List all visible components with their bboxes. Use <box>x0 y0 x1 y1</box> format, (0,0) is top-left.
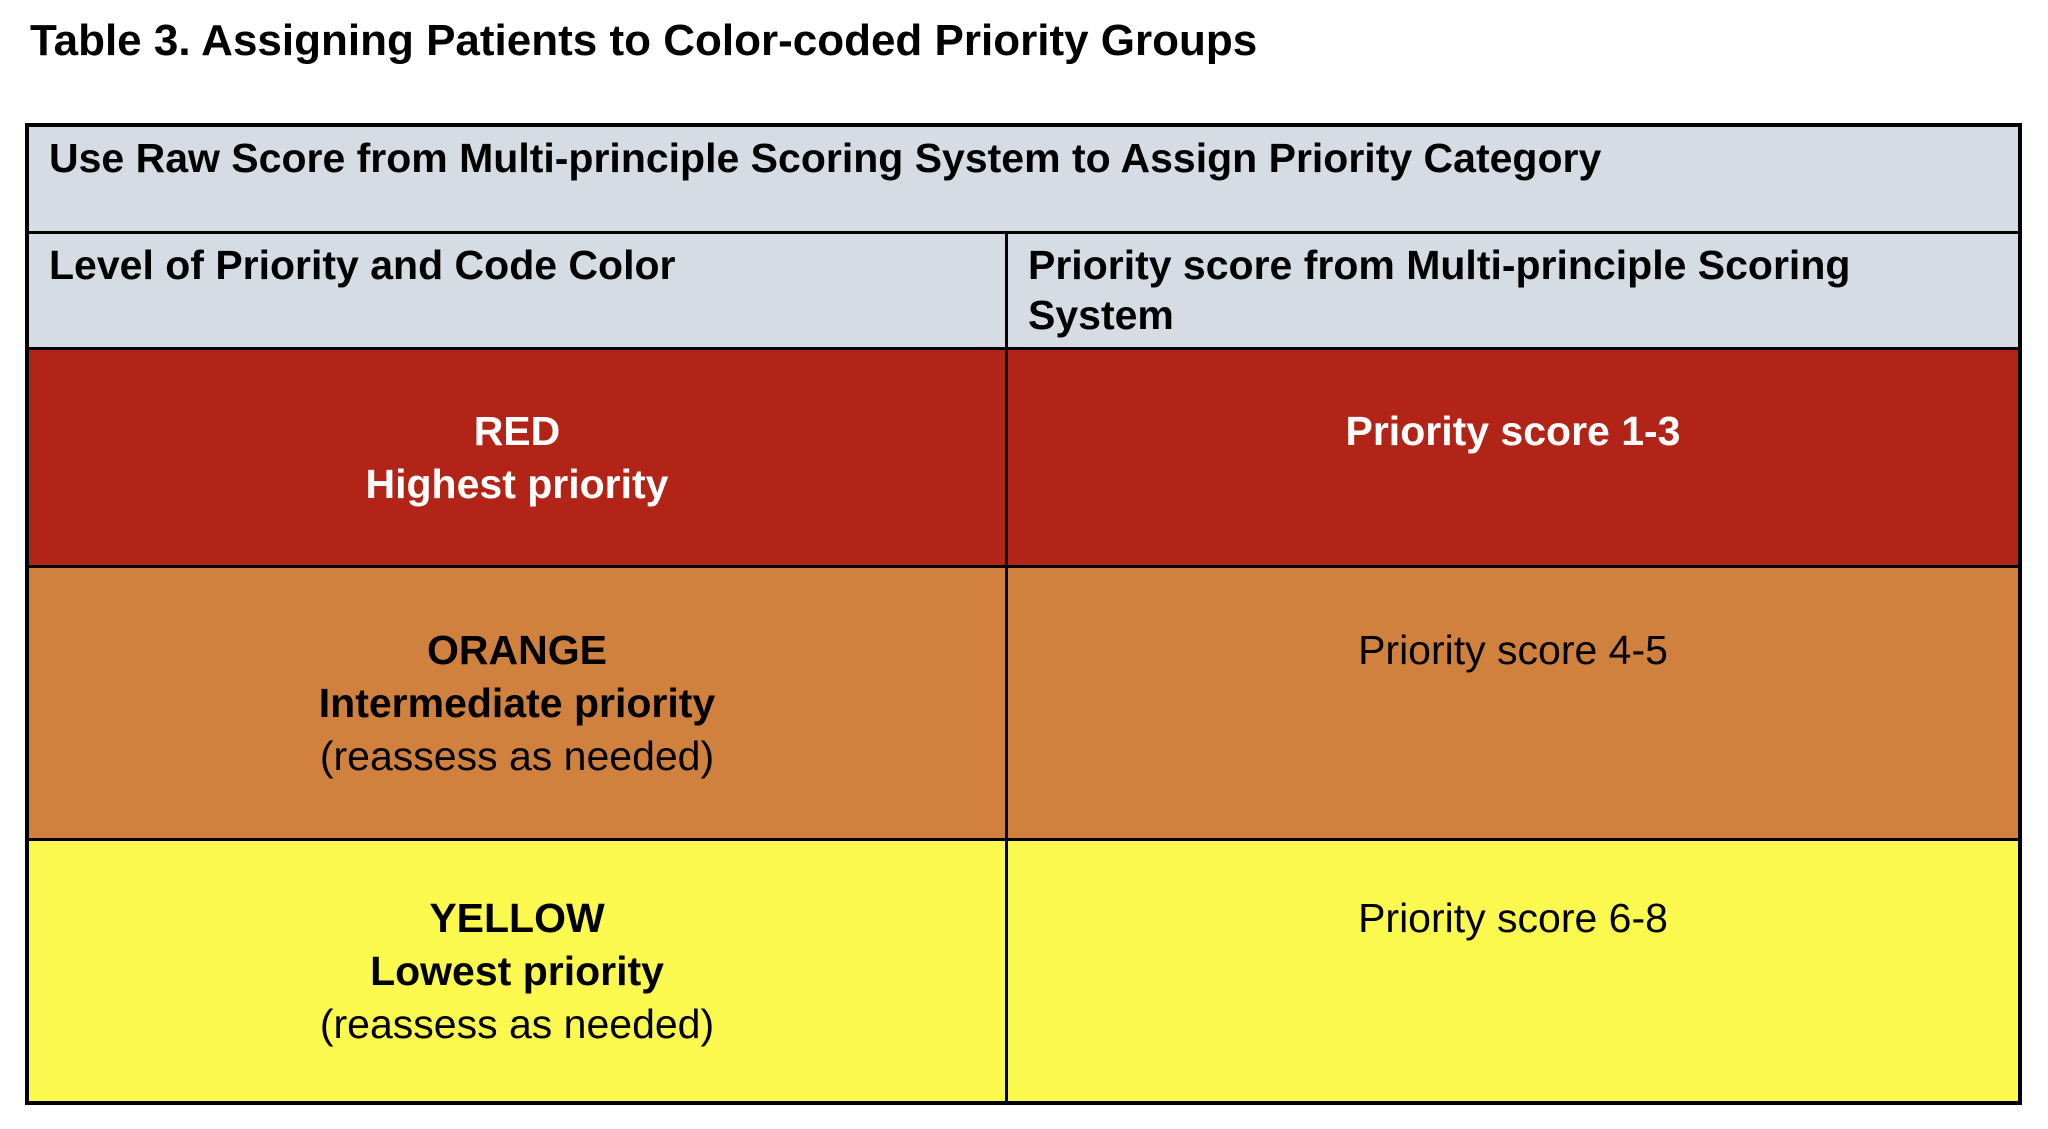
column-header-score-line1: Priority score from Multi-principle Scor… <box>1028 242 1851 288</box>
merged-header-cell: Use Raw Score from Multi-principle Scori… <box>29 127 2018 231</box>
column-header-score: Priority score from Multi-principle Scor… <box>1005 231 2018 347</box>
orange-code-label: ORANGE <box>427 626 607 673</box>
orange-level-cell: ORANGE Intermediate priority (reassess a… <box>29 565 1005 838</box>
yellow-code-label: YELLOW <box>429 894 605 941</box>
column-header-score-line2: System <box>1028 292 1174 338</box>
merged-header-text: Use Raw Score from Multi-principle Scori… <box>49 135 1602 181</box>
red-priority-label: Highest priority <box>365 460 669 507</box>
table-title: Table 3. Assigning Patients to Color-cod… <box>30 16 1258 65</box>
red-score-label: Priority score 1-3 <box>1345 407 1681 454</box>
column-header-level-text: Level of Priority and Code Color <box>49 242 676 288</box>
yellow-priority-label: Lowest priority <box>370 947 664 994</box>
yellow-level-cell: YELLOW Lowest priority (reassess as need… <box>29 838 1005 1101</box>
orange-score-label: Priority score 4-5 <box>1358 626 1668 673</box>
orange-priority-label: Intermediate priority <box>318 679 716 726</box>
yellow-score-cell: Priority score 6-8 <box>1005 838 2018 1101</box>
column-header-level: Level of Priority and Code Color <box>29 231 1005 347</box>
red-code-label: RED <box>473 407 561 454</box>
yellow-score-label: Priority score 6-8 <box>1358 894 1668 941</box>
priority-table: Use Raw Score from Multi-principle Scori… <box>25 123 2022 1105</box>
red-level-cell: RED Highest priority <box>29 347 1005 565</box>
orange-score-cell: Priority score 4-5 <box>1005 565 2018 838</box>
red-score-cell: Priority score 1-3 <box>1005 347 2018 565</box>
yellow-note-label: (reassess as needed) <box>319 1000 715 1047</box>
orange-note-label: (reassess as needed) <box>319 732 715 779</box>
